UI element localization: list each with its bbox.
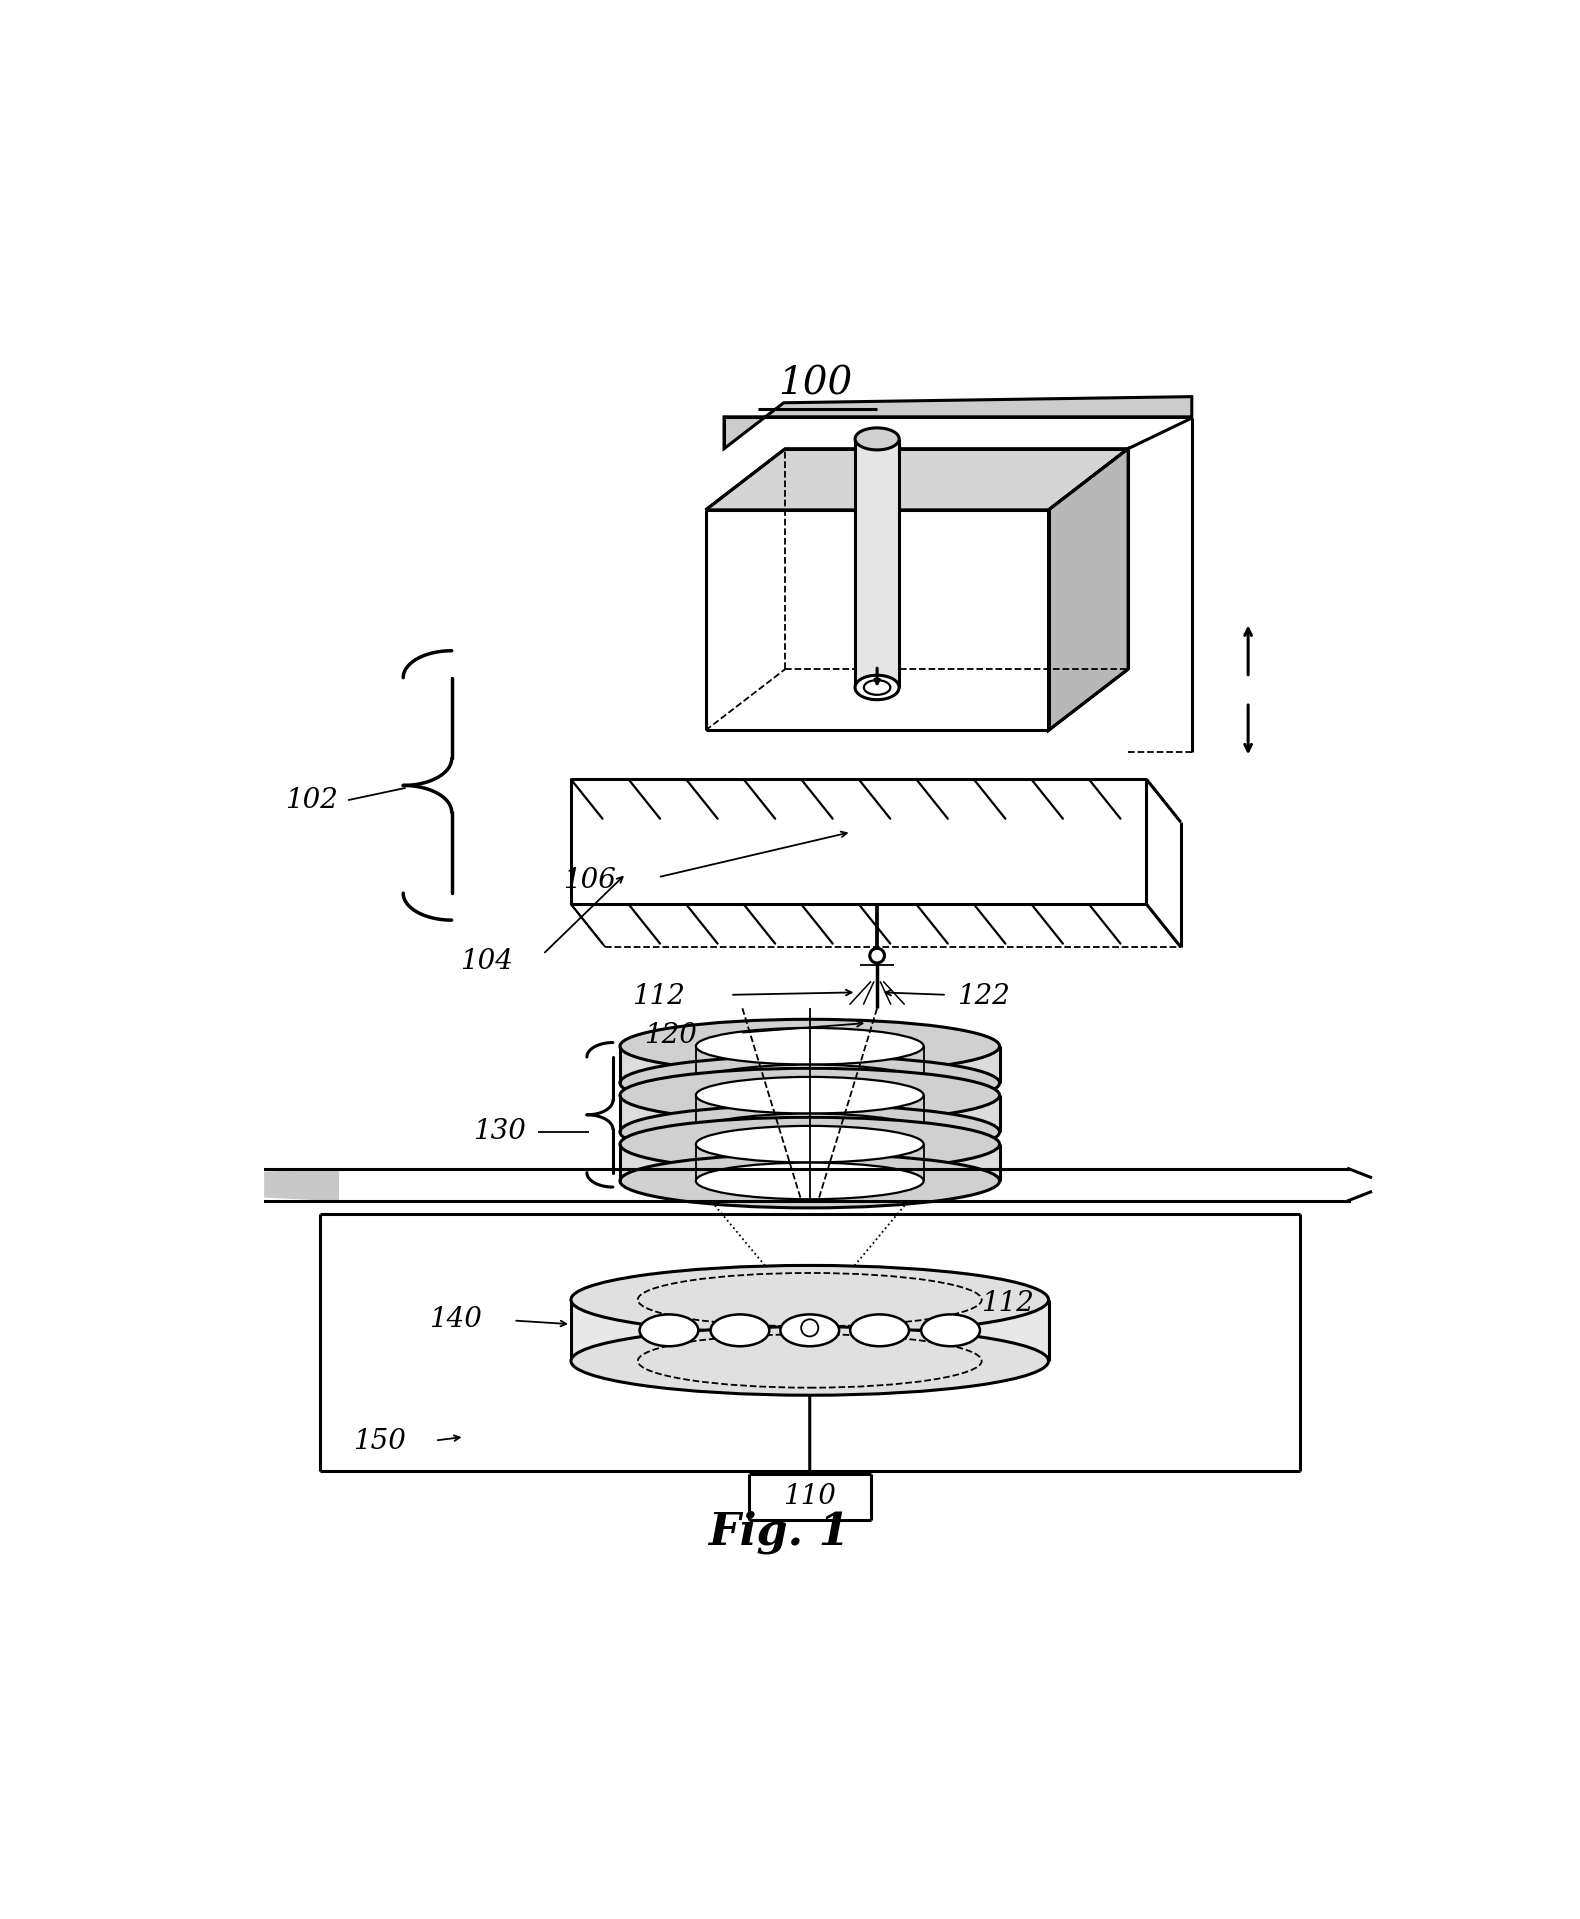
Bar [855, 439, 899, 687]
Ellipse shape [695, 1113, 924, 1149]
Ellipse shape [619, 1055, 1000, 1109]
Ellipse shape [781, 1315, 839, 1347]
Ellipse shape [695, 1163, 924, 1199]
Bar [619, 1144, 1000, 1180]
Ellipse shape [695, 1077, 924, 1113]
Bar [695, 1144, 924, 1180]
Text: 104: 104 [460, 948, 514, 975]
Ellipse shape [619, 1105, 1000, 1159]
Ellipse shape [695, 1065, 924, 1102]
Text: 140: 140 [428, 1305, 482, 1334]
Polygon shape [1049, 449, 1128, 731]
Ellipse shape [570, 1326, 1049, 1395]
Text: 106: 106 [564, 867, 616, 894]
Text: 100: 100 [779, 365, 853, 403]
Text: 112: 112 [981, 1290, 1033, 1316]
Text: 150: 150 [352, 1428, 406, 1455]
Text: 122: 122 [956, 983, 1010, 1009]
Bar [570, 1299, 1049, 1361]
Bar [695, 1046, 924, 1082]
Ellipse shape [619, 1153, 1000, 1207]
Ellipse shape [695, 1126, 924, 1163]
Bar [619, 1096, 1000, 1132]
Ellipse shape [619, 1069, 1000, 1123]
Text: 110: 110 [784, 1483, 836, 1510]
Ellipse shape [640, 1315, 698, 1347]
Ellipse shape [695, 1029, 924, 1065]
Ellipse shape [801, 1318, 818, 1336]
Polygon shape [706, 449, 1128, 510]
Ellipse shape [921, 1315, 980, 1347]
Ellipse shape [619, 1117, 1000, 1171]
Text: 120: 120 [645, 1021, 697, 1048]
Polygon shape [724, 397, 1191, 449]
Ellipse shape [850, 1315, 908, 1347]
Ellipse shape [570, 1265, 1049, 1334]
Ellipse shape [855, 675, 899, 700]
Text: 130: 130 [472, 1119, 526, 1146]
Polygon shape [265, 1169, 338, 1201]
Bar [619, 1046, 1000, 1082]
Bar [695, 1096, 924, 1132]
Ellipse shape [711, 1315, 769, 1347]
Ellipse shape [619, 1019, 1000, 1073]
Text: 112: 112 [632, 983, 684, 1009]
Ellipse shape [869, 948, 885, 963]
Ellipse shape [855, 428, 899, 449]
Text: 102: 102 [286, 787, 338, 814]
Text: Fig. 1: Fig. 1 [708, 1510, 850, 1554]
